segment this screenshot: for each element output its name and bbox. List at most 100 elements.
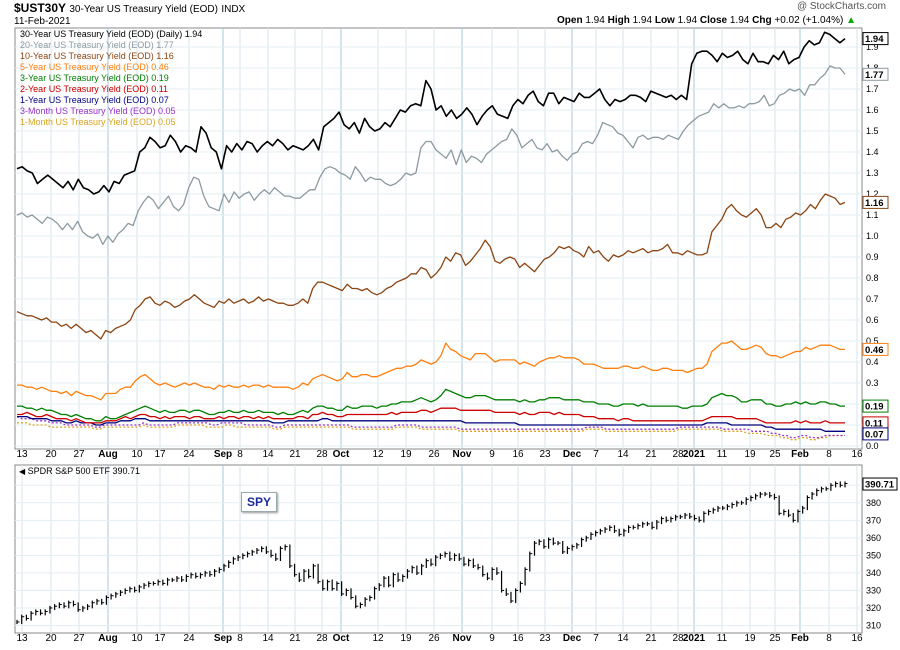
x-tick-label: 19	[400, 633, 412, 644]
x-tick-label: Nov	[453, 449, 472, 460]
chg-label: Chg	[752, 15, 772, 26]
x-tick-label: 14	[617, 633, 629, 644]
y-tick-label: 360	[866, 533, 881, 543]
x-tick-label: 28	[316, 449, 328, 460]
y-tick-label: 350	[866, 550, 881, 560]
x-tick-label: 28	[316, 633, 328, 644]
y-tick-label: 310	[866, 620, 881, 630]
y-tick-label: 370	[866, 515, 881, 525]
horizontal-gridlines	[15, 46, 862, 626]
x-tick-label: 16	[851, 633, 863, 644]
series-line	[17, 407, 845, 424]
x-tick-label: 8	[826, 449, 832, 460]
last-value-tag	[862, 399, 889, 413]
x-tick-label: 14	[262, 633, 274, 644]
last-value-tag	[862, 427, 889, 441]
x-tick-label: 13	[16, 633, 28, 644]
y-tick-label: 330	[866, 585, 881, 595]
x-tick-label: 28	[672, 633, 684, 644]
yield-panel-frame	[14, 27, 863, 450]
chg-value: +0.02 (+1.04%)	[774, 15, 844, 26]
x-tick-label: Aug	[98, 633, 117, 644]
x-tick-label: Nov	[453, 633, 472, 644]
chart-header-title: $UST30Y 30-Year US Treasury Yield (EOD) …	[14, 1, 245, 15]
x-tick-label: Feb	[791, 633, 809, 644]
x-tick-label: 23	[539, 449, 551, 460]
spy-panel-title: ◀ SPDR S&P 500 ETF 390.71	[19, 466, 140, 476]
y-tick-label: 380	[866, 498, 881, 508]
y-tick-label: 0.9	[866, 252, 879, 262]
series-line	[16, 193, 846, 340]
last-value-tag	[862, 67, 889, 81]
legend-item: 5-Year US Treasury Yield (EOD) 0.46	[20, 62, 169, 72]
x-tick-label: 11	[717, 449, 728, 460]
low-label: Low	[654, 15, 675, 26]
series-line	[17, 340, 845, 401]
x-tick-label: 10	[131, 449, 143, 460]
x-tick-label: Oct	[333, 449, 350, 460]
x-tick-label: 21	[289, 633, 301, 644]
exchange-label: INDX	[221, 4, 246, 15]
y-tick-label: 0.3	[866, 378, 879, 388]
legend-item: 30-Year US Treasury Yield (EOD) (Daily) …	[20, 29, 203, 39]
y-tick-label: 0.4	[866, 357, 879, 367]
x-tick-label: 19	[744, 633, 756, 644]
y-tick-label: 320	[866, 603, 881, 613]
x-tick-label: Oct	[333, 633, 350, 644]
spy-price-bars	[16, 481, 848, 625]
last-value-text: 0.11	[865, 418, 884, 429]
x-tick-label: 17	[154, 449, 166, 460]
triangle-icon: ◀	[19, 467, 26, 476]
y-tick-label: 1.0	[866, 231, 879, 241]
x-tick-label: 12	[372, 449, 384, 460]
x-tick-label: 19	[744, 449, 756, 460]
x-tick-label: 14	[262, 449, 274, 460]
series-line	[17, 415, 845, 432]
close-value: 1.94	[729, 15, 750, 26]
y-tick-label: 1.5	[866, 126, 879, 136]
y-tick-label: 1.6	[866, 105, 879, 115]
open-label: Open	[557, 15, 583, 26]
series-line	[16, 31, 846, 195]
legend-item: 1-Year US Treasury Yield (EOD) 0.07	[20, 95, 169, 105]
series-line	[17, 422, 845, 441]
x-tick-label: 16	[512, 449, 524, 460]
x-tick-label: 26	[428, 449, 440, 460]
x-tick-label: Aug	[98, 449, 117, 460]
x-tick-label: 24	[183, 633, 195, 644]
last-value-text: 0.19	[865, 402, 884, 413]
close-label: Close	[699, 15, 728, 26]
x-tick-label: 26	[428, 633, 440, 644]
x-tick-label: 27	[73, 449, 85, 460]
last-value-tag	[862, 195, 889, 209]
chart-frames	[14, 27, 863, 634]
x-tick-label: 8	[826, 633, 832, 644]
x-tick-label: 28	[672, 449, 684, 460]
y-tick-label: 0.0	[866, 441, 879, 451]
x-tick-label: 2021	[683, 633, 706, 644]
x-tick-label: Dec	[563, 449, 582, 460]
x-tick-label: 21	[645, 633, 657, 644]
chart-date: 11-Feb-2021	[14, 16, 71, 27]
x-tick-label: 20	[45, 633, 57, 644]
last-value-tag	[862, 32, 889, 46]
open-value: 1.94	[585, 15, 605, 26]
low-value: 1.94	[677, 15, 698, 26]
x-tick-label: 12	[372, 633, 384, 644]
last-value-text: 1.77	[865, 70, 884, 81]
y-tick-label: 340	[866, 568, 881, 578]
x-tick-label: 17	[154, 633, 166, 644]
legend-item: 3-Month US Treasury Yield (EOD) 0.05	[20, 106, 176, 116]
x-tick-label: Sep	[214, 449, 232, 460]
last-value-text: 1.94	[865, 34, 884, 45]
spy-title-text: SPDR S&P 500 ETF 390.71	[27, 466, 141, 476]
legend-item: 10-Year US Treasury Yield (EOD) 1.16	[20, 51, 174, 61]
y-tick-label: 1.7	[866, 84, 879, 94]
y-tick-label: 0.8	[866, 273, 879, 283]
x-tick-label: 24	[183, 449, 195, 460]
x-tick-label: 7	[593, 449, 599, 460]
high-label: High	[607, 15, 630, 26]
y-tick-label: 1.9	[866, 42, 879, 52]
stockcharts-watermark: @ StockCharts.com	[796, 1, 886, 12]
